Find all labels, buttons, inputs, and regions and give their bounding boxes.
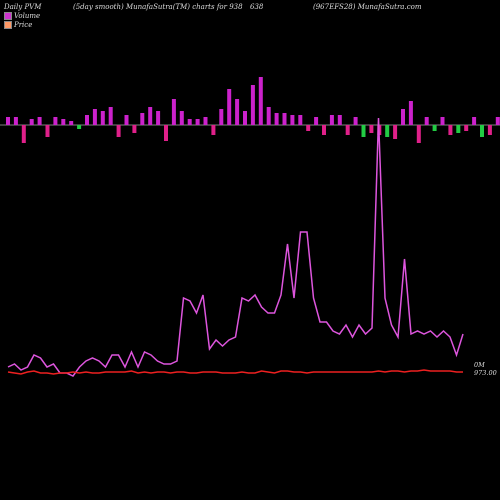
volume-bar — [187, 119, 192, 125]
volume-bar — [290, 115, 295, 125]
legend-price-label: Price — [14, 21, 33, 29]
volume-bar — [306, 125, 311, 131]
volume-end-label: 0M — [474, 361, 485, 369]
volume-bar — [298, 115, 303, 125]
volume-bar — [401, 109, 405, 125]
volume-bar — [211, 125, 216, 135]
volume-bar — [385, 125, 390, 137]
volume-bar — [21, 125, 26, 143]
volume-bar — [495, 117, 500, 125]
volume-bar — [456, 125, 461, 133]
volume-bars — [6, 77, 500, 143]
volume-bar — [314, 117, 319, 125]
volume-bar — [203, 117, 208, 125]
volume-bar — [116, 125, 121, 137]
volume-bar — [29, 119, 34, 125]
volume-bar — [337, 115, 342, 125]
volume-bar — [37, 117, 42, 125]
chart-title-num: 638 — [250, 3, 264, 11]
price-swatch-icon — [4, 21, 12, 29]
volume-bar — [164, 125, 168, 141]
volume-bar — [393, 125, 398, 139]
volume-bar — [100, 111, 105, 125]
volume-bar — [250, 85, 255, 125]
volume-bar — [322, 125, 326, 135]
volume-bar — [195, 119, 200, 125]
volume-bar — [448, 125, 453, 135]
volume-bar — [45, 125, 50, 137]
chart-title-right: (967EFS28) MunafaSutra.com — [313, 3, 422, 11]
volume-bar — [353, 117, 358, 125]
volume-bar — [235, 99, 240, 125]
chart-title-mid: (5day smooth) MunafaSutra(TM) charts for… — [73, 3, 243, 11]
volume-bar — [440, 117, 445, 125]
volume-bar — [243, 111, 247, 125]
volume-bar — [258, 77, 263, 125]
volume-bar — [140, 113, 145, 125]
volume-bar — [132, 125, 137, 133]
volume-bar — [53, 117, 58, 125]
volume-bar — [85, 115, 89, 125]
volume-bar — [424, 117, 429, 125]
chart-title-left: Daily PVM — [4, 3, 42, 11]
volume-bar — [61, 119, 66, 125]
volume-bar — [329, 115, 334, 125]
volume-bar — [148, 107, 153, 125]
volume-bar — [432, 125, 437, 131]
volume-bar — [416, 125, 421, 143]
volume-bar — [179, 111, 184, 125]
volume-bar — [464, 125, 469, 131]
volume-bar — [156, 111, 161, 125]
volume-bar — [171, 99, 176, 125]
volume-bar — [13, 117, 18, 125]
volume-bar — [124, 115, 129, 125]
volume-bar — [345, 125, 350, 135]
volume-bar — [369, 125, 374, 133]
volume-bar — [108, 107, 113, 125]
volume-bar — [480, 125, 484, 137]
volume-bar — [219, 109, 224, 125]
volume-bar — [69, 121, 74, 125]
volume-bar — [77, 125, 82, 129]
price-end-label: 973.00 — [474, 369, 497, 377]
legend-volume-label: Volume — [14, 12, 41, 20]
volume-bar — [487, 125, 492, 135]
volume-bar — [227, 89, 232, 125]
volume-bar — [472, 117, 477, 125]
volume-bar — [6, 117, 10, 125]
volume-bar — [282, 113, 287, 125]
volume-bar — [361, 125, 366, 137]
price-line — [7, 369, 463, 375]
legend-price: Price — [4, 21, 32, 29]
volume-bar — [266, 107, 271, 125]
volume-bar — [408, 101, 413, 125]
volume-bar — [92, 109, 97, 125]
legend-volume: Volume — [4, 12, 40, 20]
volume-bar — [274, 113, 279, 125]
volume-swatch-icon — [4, 12, 12, 20]
volume-line — [7, 117, 464, 377]
